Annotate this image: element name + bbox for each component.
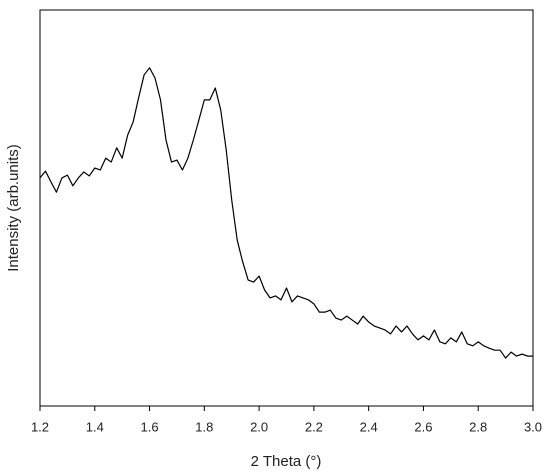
x-tick-label: 1.2	[31, 419, 49, 434]
x-tick-label: 2.6	[414, 419, 432, 434]
plot-frame	[39, 9, 534, 407]
x-tick-label: 1.8	[195, 419, 213, 434]
x-tick-label: 2.0	[250, 419, 268, 434]
x-tick-label: 2.2	[305, 419, 323, 434]
x-tick-label: 2.4	[360, 419, 378, 434]
x-tick-label: 3.0	[524, 419, 542, 434]
line-series	[39, 67, 533, 359]
x-tick-label: 1.4	[86, 419, 104, 434]
x-tick-label: 2.8	[469, 419, 487, 434]
x-axis-title: 2 Theta (°)	[251, 453, 322, 470]
x-tick-label: 1.6	[141, 419, 159, 434]
y-axis-title: Intensity (arb.units)	[5, 144, 22, 272]
